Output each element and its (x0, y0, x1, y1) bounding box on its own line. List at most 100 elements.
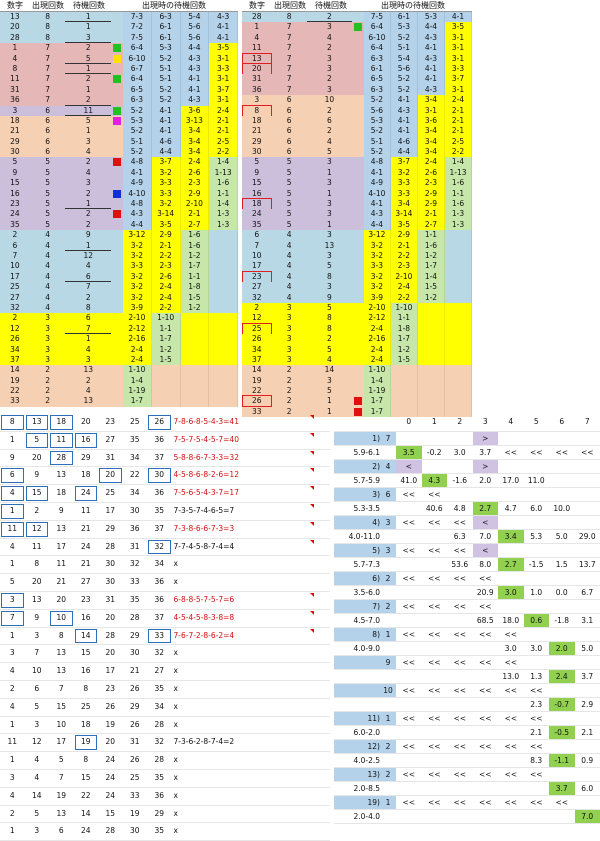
draw-number-cell: 15 (25, 485, 50, 502)
comment-marker-icon (310, 629, 314, 633)
number-cell: 27 (0, 293, 30, 303)
pattern-cell: 3-5 (152, 220, 181, 230)
pattern-expression: 5-8-8-6-7-3-3=32 (172, 450, 329, 467)
grid-cell: 13.0 (498, 670, 524, 683)
draw-number-cell: 16 (74, 432, 99, 449)
pattern-cell: 4-1 (391, 95, 418, 105)
grid-row: 10<<<<<<<<<<<< (334, 684, 600, 698)
pattern-cell: 2-7 (181, 220, 210, 230)
grid-cell (549, 628, 575, 641)
col-wait-header: 待機回数 (66, 0, 112, 11)
grid-row-tag: 10 (380, 684, 396, 697)
appearance-count-cell: 7 (30, 43, 66, 53)
draw-number-cell: 11 (49, 432, 74, 449)
grid-cell: << (524, 768, 550, 781)
comment-marker-icon (310, 540, 314, 544)
pattern-expression: x (172, 663, 329, 680)
draw-number-cell: 3 (25, 717, 50, 734)
col-pattern-header: 出現時の待機回数 (112, 0, 236, 11)
grid-row-tag (380, 810, 396, 823)
wait-count-cell: 13 (307, 241, 352, 251)
grid-cell (396, 698, 422, 711)
pattern-cell: 6-3 (364, 85, 391, 95)
grid-row-label: 19) (334, 796, 380, 809)
pattern-cell (445, 241, 472, 251)
number-cell: 2 (242, 303, 271, 313)
pattern-cell (445, 303, 472, 313)
grid-cell (498, 460, 524, 473)
grid-row-tag (380, 558, 396, 571)
number-cell: 10 (242, 251, 271, 261)
draw-number-cell: 2 (0, 681, 25, 698)
grid-cell: << (396, 544, 422, 557)
grid-cell: << (498, 796, 524, 809)
appearance-count-cell: 4 (30, 303, 66, 313)
pattern-cell: 6-10 (364, 33, 391, 43)
pattern-cell: 1-7 (364, 396, 391, 406)
pattern-cell: 4-6 (391, 137, 418, 147)
pattern-cell (181, 396, 210, 406)
pattern-cell: 1-1 (391, 313, 418, 323)
pattern-cell (181, 313, 210, 323)
pattern-cell: 3-2 (364, 251, 391, 261)
grid-row-label: 2.0-4.0 (334, 810, 380, 823)
draw-number-cell: 3 (0, 592, 25, 609)
pattern-cell: 1-1 (445, 189, 472, 199)
grid-row-tag (380, 698, 396, 711)
wait-count-cell: 6 (307, 116, 352, 126)
grid-cell (524, 544, 550, 557)
wait-count-cell: 4 (65, 386, 111, 396)
pattern-cell: 3-3 (209, 64, 238, 74)
grid-cell (422, 670, 448, 683)
pattern-cell: 1-7 (391, 334, 418, 344)
wait-count-cell: 14 (307, 365, 352, 375)
appearance-count-cell: 3 (271, 313, 306, 323)
pattern-cell (445, 261, 472, 271)
grid-cell (549, 572, 575, 585)
pattern-cell: 3-1 (209, 74, 238, 84)
draw-number-cell: 37 (147, 610, 172, 627)
wait-count-cell: 1 (65, 334, 111, 344)
pattern-cell: 4-1 (181, 74, 210, 84)
grid-cell (524, 572, 550, 585)
pattern-cell (418, 324, 445, 334)
color-marker-icon (113, 252, 121, 260)
col-appearance-header: 出現回数 (30, 0, 66, 11)
number-cell: 34 (0, 345, 30, 355)
pattern-cell: 1-1 (418, 230, 445, 240)
pattern-cell: 5-2 (391, 74, 418, 84)
pattern-cell: 6-1 (364, 64, 391, 74)
grid-row-tag: 3 (380, 516, 396, 529)
pattern-cell: 3-4 (418, 147, 445, 157)
grid-cell: 2.1 (575, 726, 600, 739)
color-marker-icon (354, 231, 362, 239)
grid-row-label: 11) (334, 712, 380, 725)
grid-row-tag: 1 (380, 796, 396, 809)
pattern-expression: x (172, 556, 329, 573)
color-marker-icon (354, 169, 362, 177)
pattern-cell: 3-2 (123, 293, 152, 303)
draw-number-cell: 15 (74, 645, 99, 662)
draw-number-cell: 34 (123, 485, 148, 502)
color-marker-icon (354, 397, 362, 405)
grid-row-label: 3.5-6.0 (334, 586, 380, 599)
draw-number-cell: 26 (123, 681, 148, 698)
draw-number-cell: 26 (147, 414, 172, 431)
wait-count-cell: 6 (65, 272, 111, 282)
pattern-cell (209, 334, 238, 344)
wait-count-cell: 2 (65, 74, 111, 84)
draw-number-cell: 1 (0, 628, 25, 645)
grid-row-tag: 6 (380, 488, 396, 501)
grid-cell: << (422, 628, 448, 641)
grid-cell (447, 586, 473, 599)
pattern-cell: 1-2 (152, 345, 181, 355)
grid-row: 1)7> (334, 432, 600, 446)
appearance-count-cell: 7 (271, 33, 306, 43)
number-cell: 1 (242, 22, 271, 32)
pattern-cell: 1-7 (418, 261, 445, 271)
grid-cell (473, 488, 499, 501)
